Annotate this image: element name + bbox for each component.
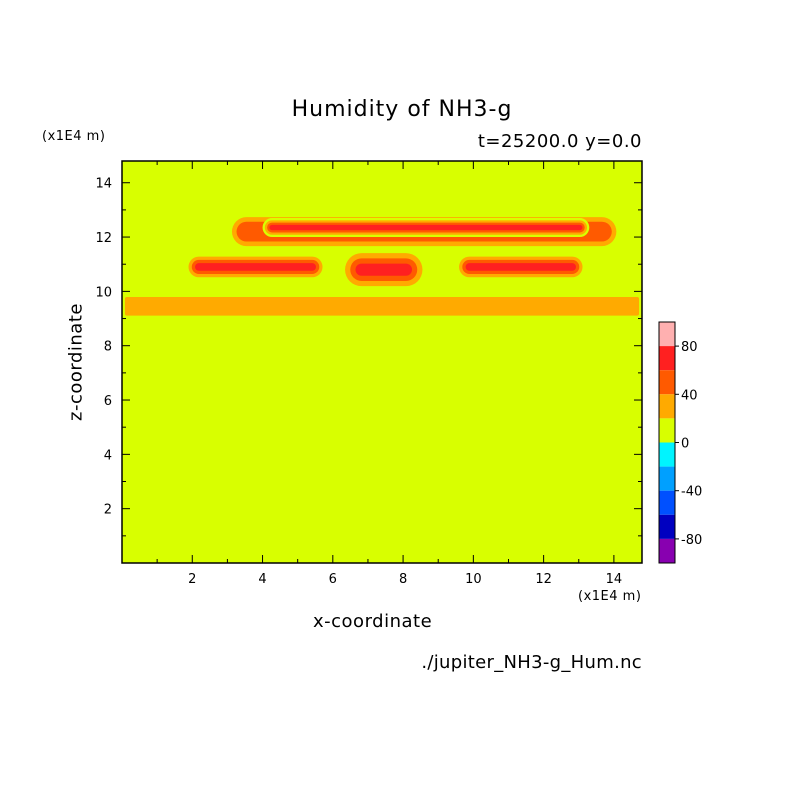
field-humid-layer-base [124, 297, 640, 316]
y-tick-label: 8 [104, 340, 112, 355]
colorbar-segment [659, 418, 675, 443]
y-tick-label: 10 [95, 285, 112, 300]
x-tick-label: 6 [329, 572, 337, 587]
chart-title: Humidity of NH3-g [291, 97, 513, 122]
field-left-lobe [195, 263, 317, 271]
colorbar-tick-label: 40 [681, 388, 698, 403]
chart-subtitle: t=25200.0 y=0.0 [477, 131, 642, 152]
y-tick-label: 14 [95, 177, 112, 192]
source-file-label: ./jupiter_NH3-g_Hum.nc [421, 652, 642, 673]
colorbar-segment [659, 370, 675, 395]
y-tick-label: 2 [104, 503, 112, 518]
y-tick-label: 4 [104, 448, 112, 463]
colorbar-segment [659, 490, 675, 515]
colorbar-segment [659, 514, 675, 539]
colorbar-segment [659, 346, 675, 371]
field-center-peak [355, 263, 413, 276]
x-tick-label: 4 [258, 572, 266, 587]
x-tick-label: 8 [399, 572, 407, 587]
x-tick-label: 10 [465, 572, 482, 587]
colorbar-tick-label: 80 [681, 340, 698, 355]
colorbar-segment [659, 442, 675, 467]
colorbar-tick-label: -40 [681, 485, 702, 500]
x-tick-label: 2 [188, 572, 196, 587]
y-tick-label: 6 [104, 394, 112, 409]
x-tick-label: 14 [606, 572, 623, 587]
colorbar-segment [659, 322, 675, 347]
field-right-lobe [465, 263, 577, 271]
colorbar-tick-label: 0 [681, 437, 689, 452]
colorbar-segment [659, 538, 675, 563]
x-axis-label: x-coordinate [313, 611, 433, 632]
colorbar-segment [659, 394, 675, 419]
x-axis-unit: (x1E4 m) [578, 589, 642, 604]
x-tick-label: 12 [535, 572, 552, 587]
field-upper-band-core [269, 224, 583, 231]
colorbar-tick-label: -80 [681, 533, 702, 548]
plot-frame [121, 160, 643, 564]
y-axis-label: z-coordinate [65, 303, 87, 421]
y-tick-label: 12 [95, 231, 112, 246]
colorbar-segment [659, 466, 675, 491]
y-axis-unit: (x1E4 m) [42, 129, 106, 144]
